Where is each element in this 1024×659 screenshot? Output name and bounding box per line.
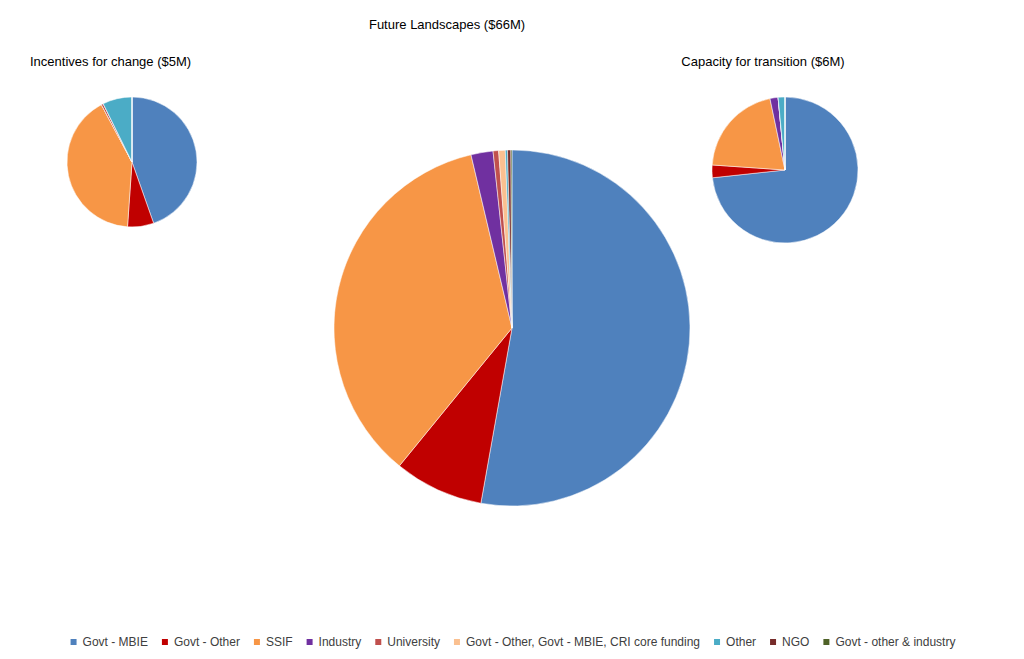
svg-text:University: University xyxy=(387,635,440,649)
svg-text:Govt - Other: Govt - Other xyxy=(174,635,240,649)
svg-text:Govt - Other, Govt - MBIE, CRI: Govt - Other, Govt - MBIE, CRI core fund… xyxy=(466,635,700,649)
svg-text:Govt - MBIE: Govt - MBIE xyxy=(83,635,148,649)
svg-text:Other: Other xyxy=(726,635,756,649)
svg-text:SSIF: SSIF xyxy=(266,635,293,649)
svg-text:NGO: NGO xyxy=(782,635,809,649)
svg-text:Capacity for transition ($6M): Capacity for transition ($6M) xyxy=(681,54,844,69)
svg-text:Govt - other & industry: Govt - other & industry xyxy=(835,635,955,649)
svg-text:Incentives for change ($5M): Incentives for change ($5M) xyxy=(30,54,191,69)
svg-text:Future Landscapes ($66M): Future Landscapes ($66M) xyxy=(369,17,525,32)
svg-text:Industry: Industry xyxy=(319,635,362,649)
